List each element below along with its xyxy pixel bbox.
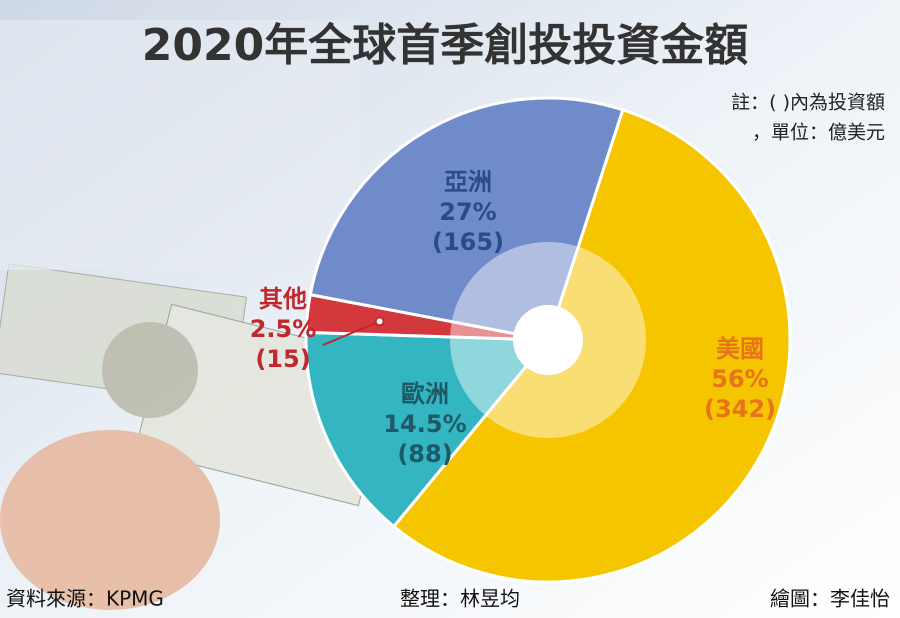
slice-name: 亞洲 [444, 168, 492, 196]
slice-name: 美國 [716, 335, 764, 363]
pie-slice [308, 96, 625, 342]
source: 資料來源：KPMG [6, 587, 164, 611]
pie-slice [391, 107, 792, 584]
artist: 繪圖：李佳怡 [770, 587, 890, 611]
editor: 整理：林昱均 [400, 587, 520, 611]
pie-hole [513, 305, 583, 375]
note: ，單位：億美元 [752, 122, 885, 144]
slice-percent: 56% [711, 365, 768, 393]
leader-line [322, 320, 381, 346]
slice-amount: (342) [704, 395, 776, 423]
slice-percent: 14.5% [383, 410, 466, 438]
slice-name: 其他 [259, 285, 307, 313]
slice-amount: (15) [255, 345, 310, 373]
slice-amount: (88) [397, 440, 452, 468]
slice-name: 歐洲 [401, 380, 449, 408]
chart-title: 2020年全球首季創投投資金額 [142, 20, 748, 71]
slice-amount: (165) [432, 228, 504, 256]
slice-percent: 27% [439, 198, 496, 226]
slice-percent: 2.5% [250, 315, 317, 343]
note: 註：( )內為投資額 [731, 92, 885, 114]
pie-slice [304, 330, 552, 529]
leader-dot [374, 316, 385, 327]
money-illustration [0, 20, 396, 610]
